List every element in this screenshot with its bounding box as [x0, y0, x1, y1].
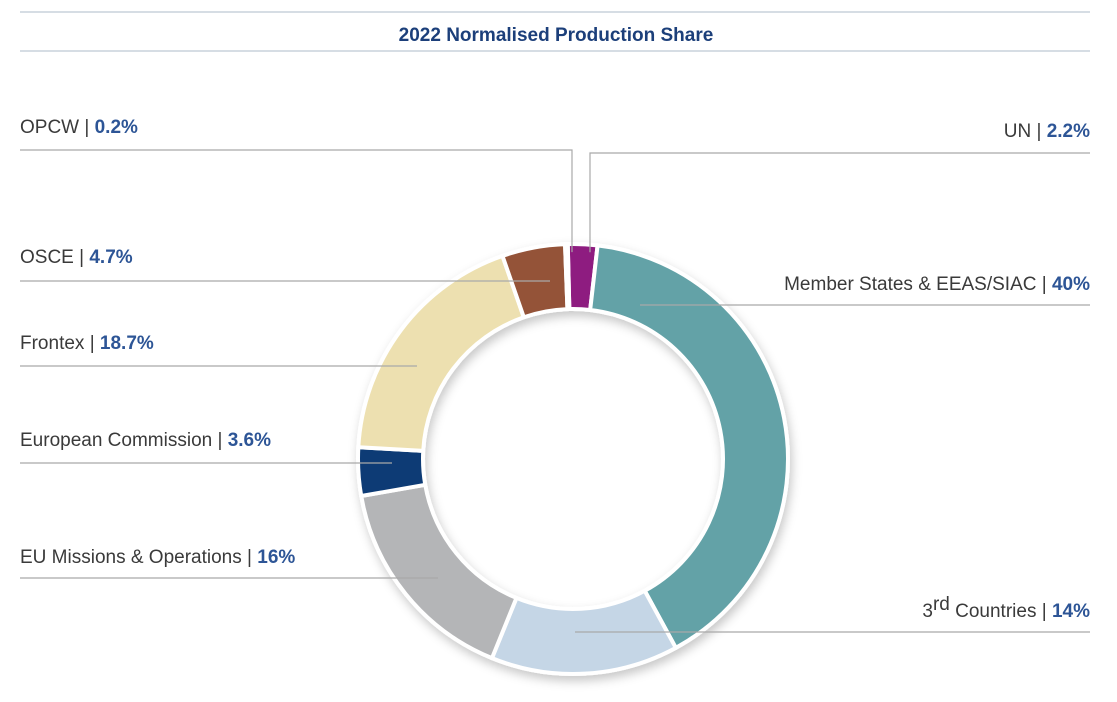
- label-3rd-countries: 3rd Countries | 14%: [922, 594, 1090, 622]
- label-name-un: UN: [1004, 121, 1031, 142]
- slice-frontex: [356, 253, 526, 453]
- label-un: UN | 2.2%: [1004, 121, 1090, 142]
- label-european-commission: European Commission | 3.6%: [20, 430, 271, 451]
- label-name-european-commission: European Commission: [20, 430, 212, 451]
- label-member-states-and-eeas-siac: Member States & EEAS/SIAC | 40%: [784, 274, 1090, 295]
- label-value-osce: 4.7%: [89, 247, 132, 268]
- label-name-osce: OSCE: [20, 247, 74, 268]
- leader-opcw: [20, 149, 573, 253]
- slice-opcw: [563, 242, 572, 312]
- label-value-un: 2.2%: [1047, 121, 1090, 142]
- label-value-member-states-and-eeas-siac: 40%: [1052, 274, 1090, 295]
- label-name-frontex: Frontex: [20, 333, 85, 354]
- label-osce: OSCE | 4.7%: [20, 247, 133, 268]
- label-opcw: OPCW | 0.2%: [20, 117, 138, 138]
- chart-title: 2022 Normalised Production Share: [399, 25, 714, 46]
- label-value-european-commission: 3.6%: [228, 430, 271, 451]
- label-name-opcw: OPCW: [20, 117, 79, 138]
- label-name-eu-missions-and-operations: EU Missions & Operations: [20, 547, 242, 568]
- leader-un: [589, 152, 1090, 253]
- label-value-3rd-countries: 14%: [1052, 601, 1090, 622]
- label-value-opcw: 0.2%: [95, 117, 138, 138]
- label-frontex: Frontex | 18.7%: [20, 333, 154, 354]
- label-value-frontex: 18.7%: [100, 333, 154, 354]
- label-name-member-states-and-eeas-siac: Member States & EEAS/SIAC: [784, 274, 1036, 295]
- label-value-eu-missions-and-operations: 16%: [257, 547, 295, 568]
- slice-labels: UN | 2.2% Member States & EEAS/SIAC | 40%…: [20, 117, 1090, 622]
- donut-ring: [356, 242, 790, 676]
- label-eu-missions-and-operations: EU Missions & Operations | 16%: [20, 547, 295, 568]
- leader-lines: [20, 149, 1090, 633]
- label-name-3rd-countries: 3: [922, 601, 933, 622]
- slice-member-states-and-eeas-siac: [588, 243, 790, 650]
- slice-eu-missions-and-operations: [359, 482, 519, 661]
